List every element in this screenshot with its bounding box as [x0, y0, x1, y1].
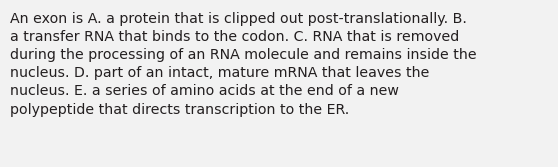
Text: An exon is A. a protein that is clipped out post-translationally. B.
a transfer : An exon is A. a protein that is clipped …	[10, 12, 477, 117]
